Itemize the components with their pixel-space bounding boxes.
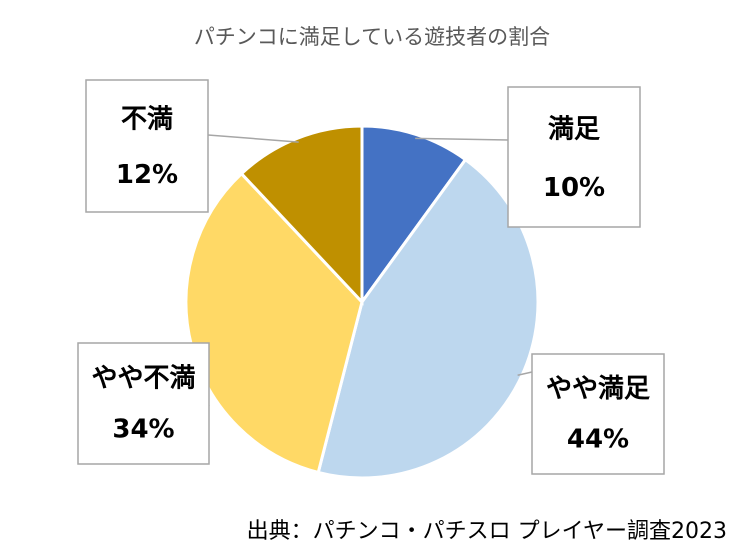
leader-line-1 bbox=[415, 137, 509, 141]
data-label-category-3: やや不満 bbox=[91, 364, 195, 394]
data-label-category-2: やや満足 bbox=[546, 374, 650, 404]
data-label-value-2: 44% bbox=[567, 425, 629, 455]
chart-title: パチンコに満足している遊技者の割合 bbox=[194, 25, 550, 49]
source-note: 出典：パチンコ・パチスロ プレイヤー調査2023 bbox=[247, 519, 727, 544]
data-label-value-1: 10% bbox=[543, 173, 605, 203]
data-label-category-1: 満足 bbox=[548, 114, 600, 144]
data-label-box-1 bbox=[507, 86, 641, 228]
data-label-box-3 bbox=[77, 342, 210, 465]
data-labels: 満足 10% やや満足 44% やや不満 34% 不満 12% bbox=[77, 79, 665, 475]
leader-line-2 bbox=[517, 371, 533, 376]
data-label-box-4 bbox=[85, 79, 209, 213]
data-label-value-4: 12% bbox=[116, 160, 178, 190]
data-label-value-3: 34% bbox=[112, 414, 174, 444]
pie-slice-4 bbox=[239, 124, 364, 306]
data-label-category-4: 不満 bbox=[121, 105, 173, 135]
pie-slice-1 bbox=[360, 124, 468, 307]
leader-line-4 bbox=[207, 134, 299, 143]
data-label-box-2 bbox=[531, 353, 665, 475]
pie-slices bbox=[184, 124, 540, 480]
